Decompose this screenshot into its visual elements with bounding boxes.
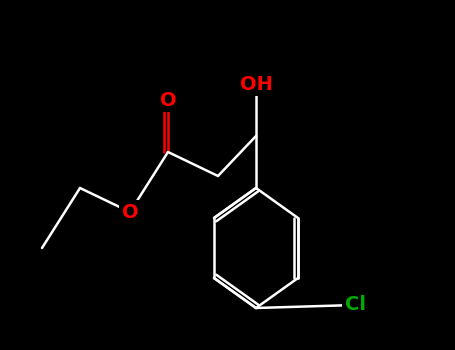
Text: O: O: [160, 91, 177, 110]
Text: OH: OH: [240, 75, 273, 93]
Text: Cl: Cl: [344, 295, 365, 315]
Text: O: O: [121, 203, 138, 222]
